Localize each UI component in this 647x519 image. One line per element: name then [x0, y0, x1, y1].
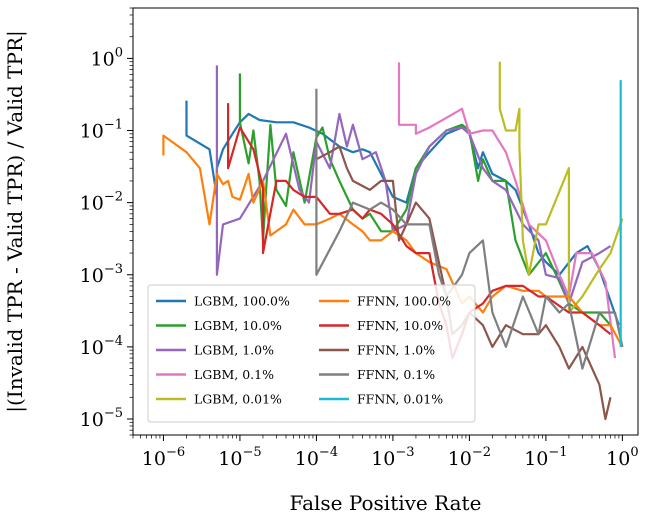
x-tick-label: 10−2: [448, 445, 491, 470]
x-tick-label: 10−1: [524, 445, 567, 470]
series-line-9: [315, 88, 624, 370]
x-axis-label: False Positive Rate: [290, 491, 482, 515]
x-tick-label: 100: [606, 445, 638, 470]
y-tick-label: 100: [91, 45, 123, 70]
series-line-7: [227, 103, 612, 360]
x-tick-label: 10−4: [295, 445, 338, 470]
legend-label: LGBM, 100.0%: [194, 294, 290, 309]
y-tick-label: 10−2: [80, 190, 123, 215]
series-line-3: [215, 65, 612, 305]
legend-label: LGBM, 0.1%: [194, 367, 274, 382]
y-tick-label: 10−4: [80, 334, 123, 359]
x-tick-label: 10−5: [218, 445, 261, 470]
series-line-4: [397, 62, 617, 359]
legend-label: FFNN, 10.0%: [357, 318, 443, 333]
y-tick-label: 10−5: [80, 406, 123, 431]
legend-label: FFNN, 100.0%: [357, 294, 451, 309]
y-tick-label: 10−3: [80, 262, 123, 287]
legend-label: FFNN, 1.0%: [357, 343, 435, 358]
ticks-layer: 10−6 10−5 10−4 10−3 10−2 10−1 100 100 10−1 10−2 10…: [80, 7, 639, 470]
y-tick-label: 10−1: [80, 118, 123, 143]
series-line-2: [238, 73, 612, 326]
legend: LGBM, 100.0% LGBM, 10.0% LGBM, 1.0% LGBM, 0…: [147, 284, 476, 423]
legend-label: LGBM, 1.0%: [194, 343, 274, 358]
legend-label: FFNN, 0.01%: [357, 392, 443, 407]
legend-box: [147, 284, 476, 423]
x-tick-label: 10−3: [371, 445, 414, 470]
x-tick-label: 10−6: [142, 445, 185, 470]
y-axis-label: |(Invalid TPR - Valid TPR) / Valid TPR|: [3, 30, 28, 413]
series-line-6: [162, 134, 624, 348]
series-layer: [162, 61, 624, 421]
series-line-5: [498, 61, 624, 314]
legend-label: LGBM, 0.01%: [194, 392, 282, 407]
legend-label: LGBM, 10.0%: [194, 318, 282, 333]
legend-label: FFNN, 0.1%: [357, 367, 435, 382]
